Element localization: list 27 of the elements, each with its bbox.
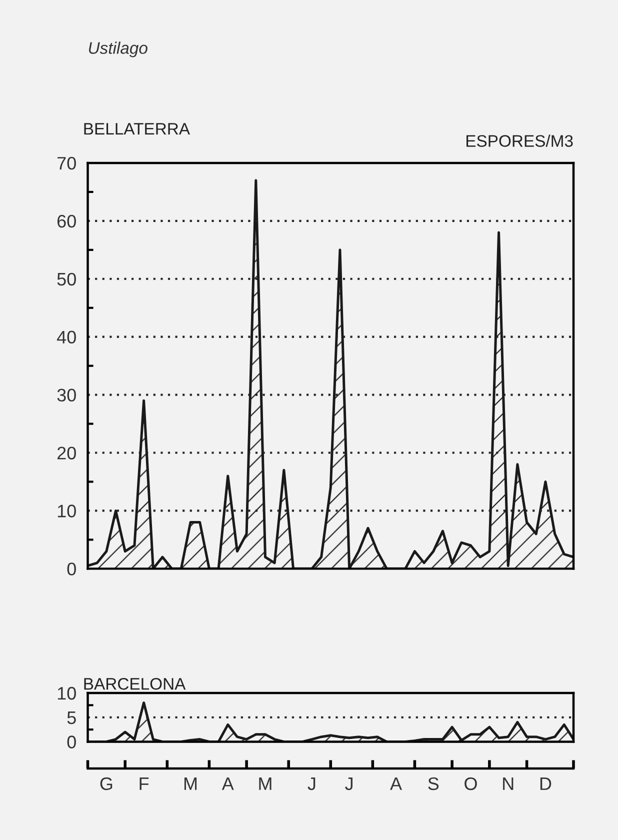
x-tick-label: M: [184, 778, 197, 790]
x-tick-label: G: [100, 777, 112, 790]
y-tick-label: 30: [57, 388, 76, 402]
x-tick-label: D: [540, 778, 552, 790]
x-tick-label: J: [308, 778, 316, 790]
y-tick-label: 5: [67, 711, 76, 724]
y-tick-label: 0: [67, 736, 76, 748]
chart-subtitle: BARCELONA: [84, 678, 186, 690]
y-tick-label: 0: [67, 562, 76, 576]
x-tick-label: J: [345, 778, 352, 790]
y-tick-label: 10: [58, 686, 76, 700]
x-tick-label: O: [464, 777, 477, 790]
chart-title: Ustilago: [89, 42, 148, 58]
x-tick-label: F: [140, 778, 149, 790]
x-tick-label: M: [259, 778, 272, 790]
y-axis-title: ESPORES/M3: [466, 134, 573, 147]
y-tick-label: 40: [56, 330, 76, 344]
y-tick-label: 70: [57, 156, 76, 170]
y-tick-label: 10: [58, 504, 76, 518]
y-tick-label: 20: [57, 446, 76, 460]
x-tick-label: N: [503, 778, 514, 790]
x-tick-label: S: [428, 777, 439, 790]
y-tick-label: 50: [57, 272, 76, 286]
chart-subtitle: BELLATERRA: [84, 123, 190, 135]
x-tick-label: A: [390, 778, 402, 790]
y-tick-label: 60: [57, 214, 76, 228]
x-tick-label: A: [222, 778, 234, 790]
